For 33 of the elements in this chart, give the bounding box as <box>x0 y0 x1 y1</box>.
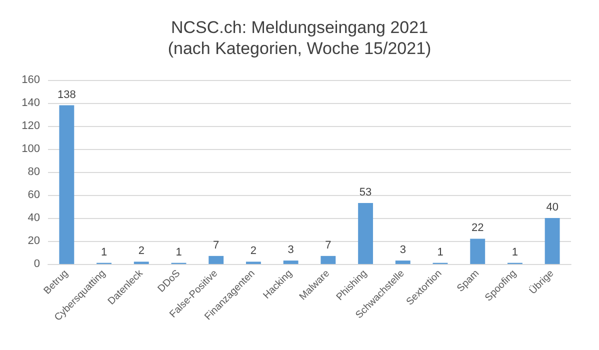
bar <box>470 238 486 264</box>
data-label: 22 <box>471 222 484 234</box>
data-label: 1 <box>176 246 182 258</box>
data-label: 2 <box>138 245 144 258</box>
y-tick-label: 80 <box>28 166 40 178</box>
bar <box>59 105 74 264</box>
y-tick-label: 120 <box>22 120 40 132</box>
bar <box>395 260 410 264</box>
y-tick-label: 0 <box>34 258 40 270</box>
data-label: 7 <box>325 239 332 252</box>
y-tick-label: 140 <box>22 97 40 109</box>
bar <box>208 256 224 264</box>
chart-title: NCSC.ch: Meldungseingang 2021 <box>170 18 428 37</box>
y-tick-label: 60 <box>28 189 40 201</box>
data-label: 3 <box>288 244 294 256</box>
bar <box>283 260 298 264</box>
data-label: 138 <box>58 88 76 101</box>
data-label: 2 <box>250 245 257 258</box>
data-label: 53 <box>359 186 372 199</box>
data-label: 3 <box>400 244 406 256</box>
data-label: 7 <box>213 239 220 252</box>
y-tick-label: 20 <box>28 235 40 247</box>
chart-subtitle: (nach Kategorien, Woche 15/2021) <box>168 39 432 58</box>
bar <box>320 256 336 264</box>
data-label: 40 <box>546 202 558 214</box>
data-label: 1 <box>100 246 108 258</box>
y-tick-label: 100 <box>22 143 40 155</box>
y-tick-label: 40 <box>28 212 40 224</box>
data-label: 1 <box>437 246 444 258</box>
bar <box>358 203 374 264</box>
data-label: 1 <box>512 246 518 258</box>
y-tick-label: 160 <box>22 74 40 86</box>
bar <box>544 218 560 264</box>
